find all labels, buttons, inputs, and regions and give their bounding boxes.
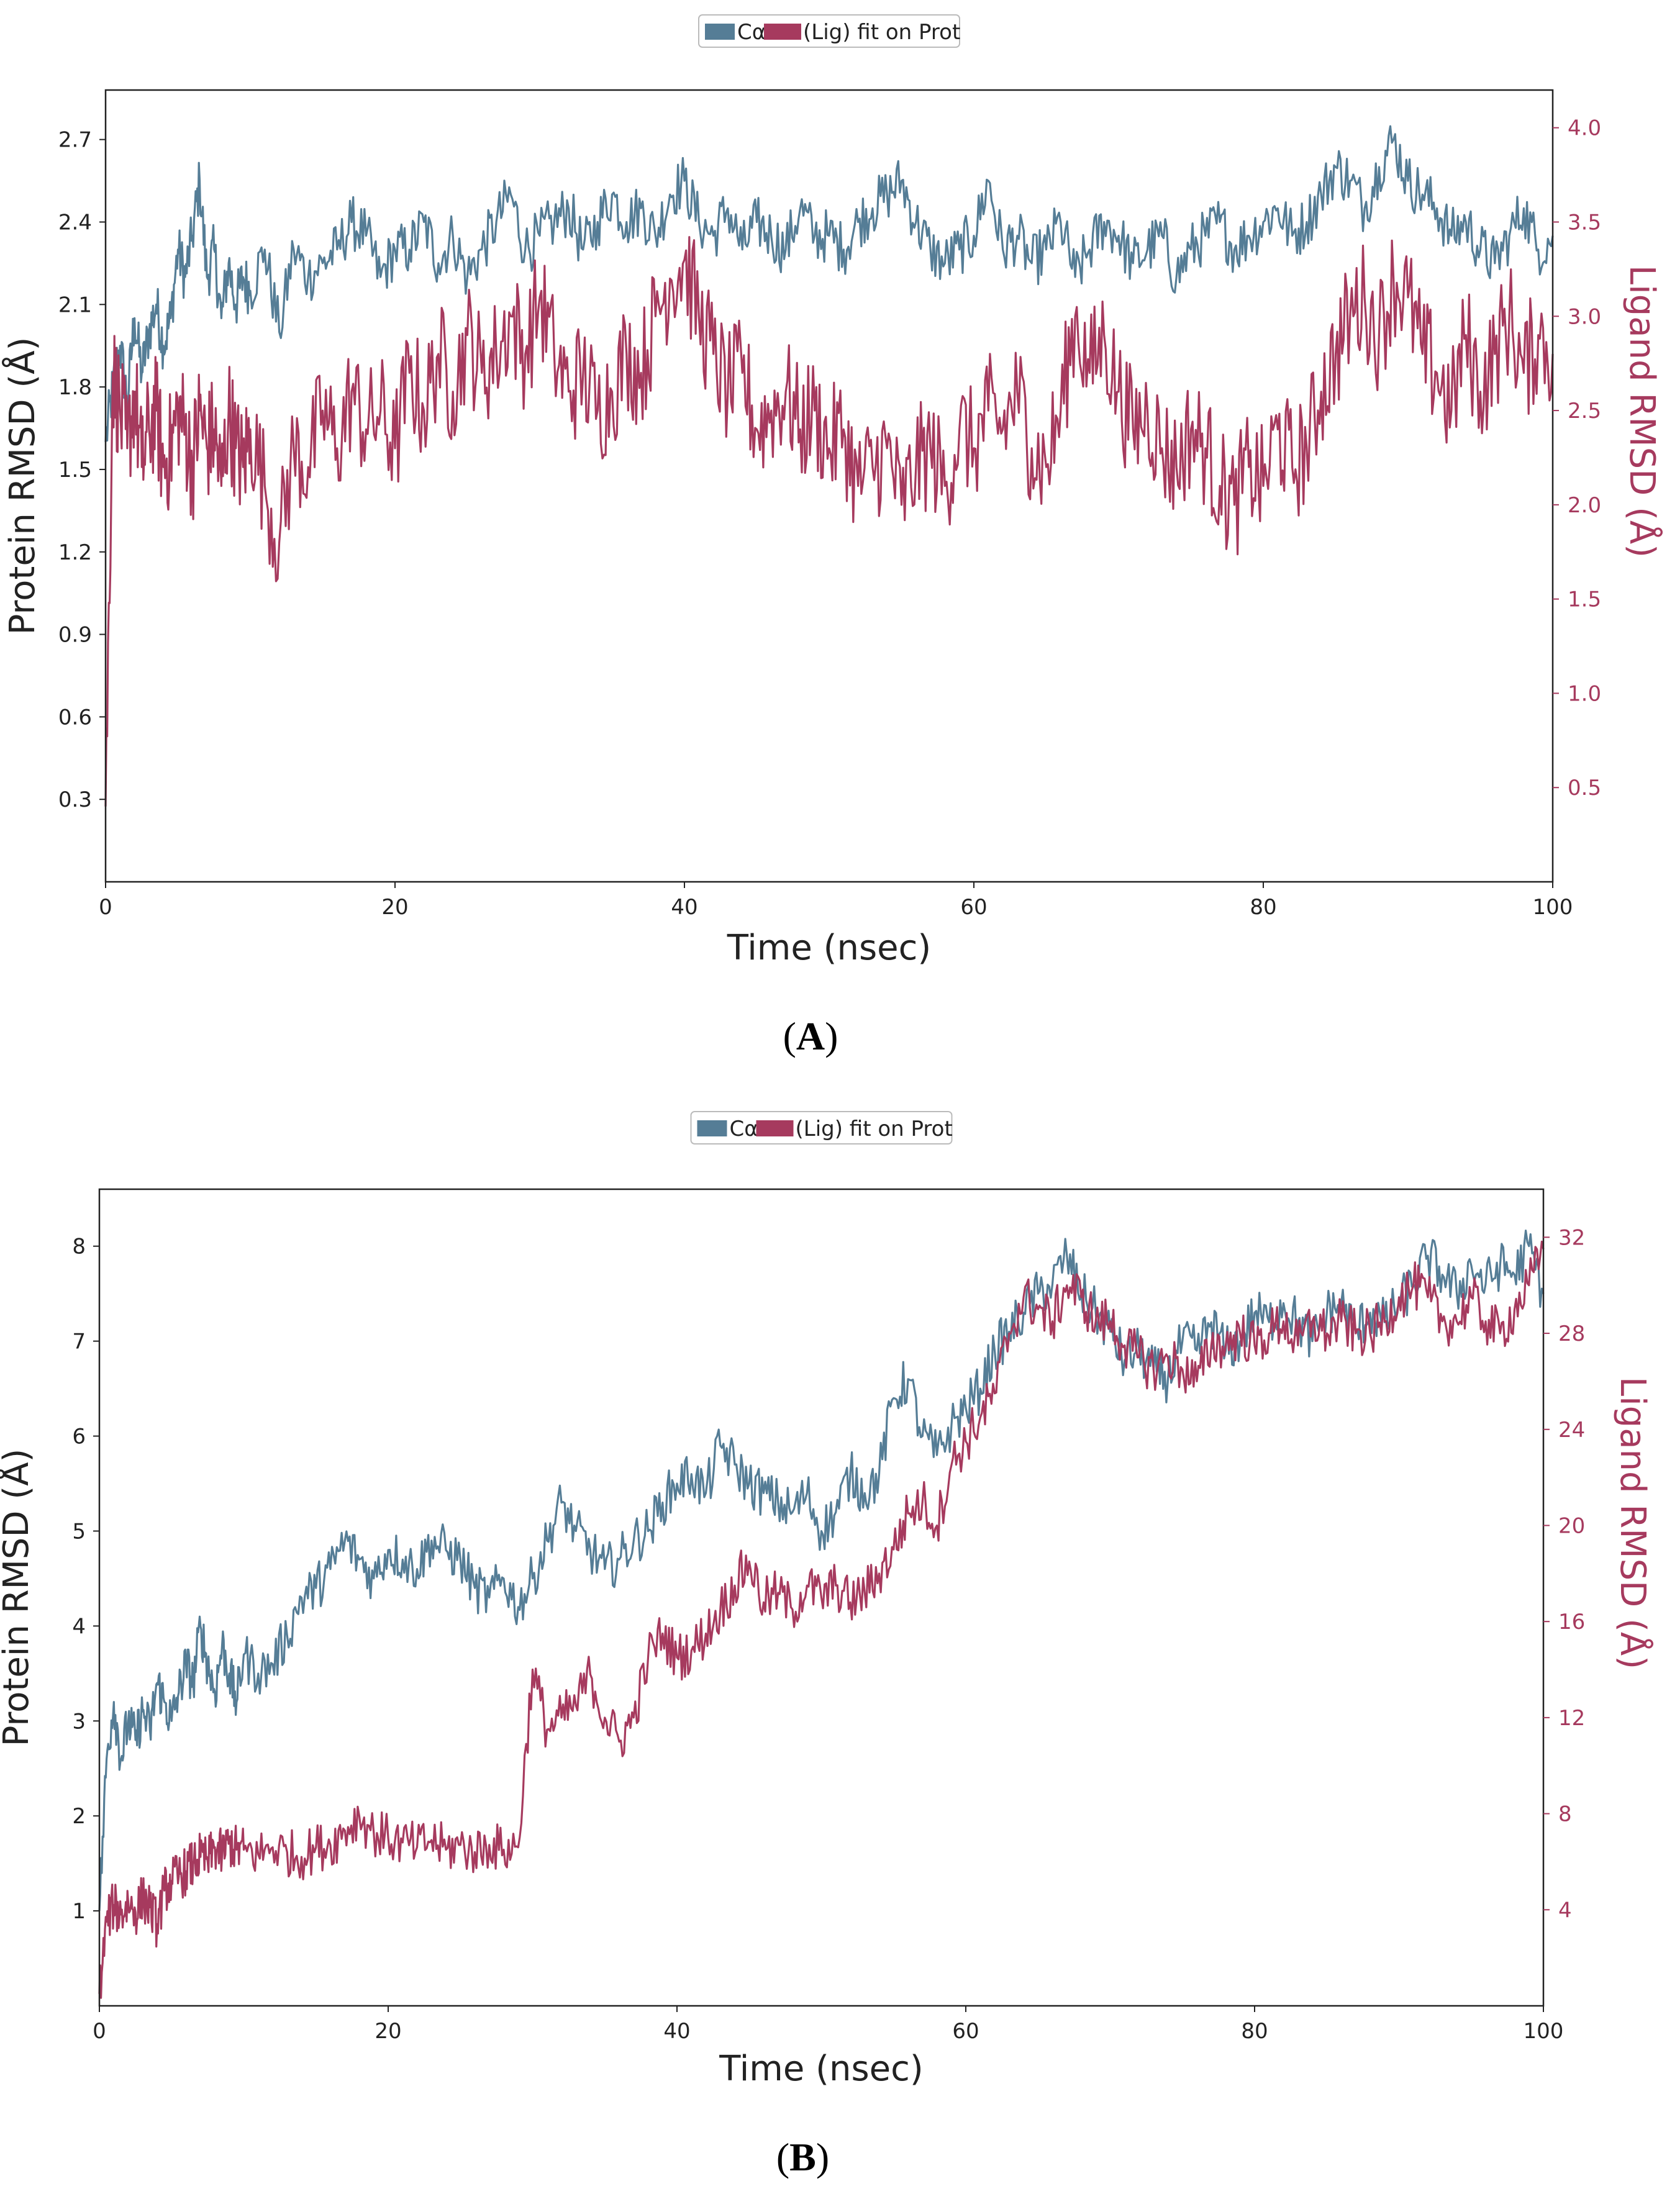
x-tick-label: 20: [381, 895, 408, 920]
y-right-tick-label: 32: [1558, 1225, 1585, 1250]
x-axis-label: Time (nsec): [727, 928, 931, 968]
y-right-tick-label: 4.0: [1568, 116, 1601, 141]
panel-label: (B): [776, 2135, 829, 2179]
ligand-rmsd-line-A: [104, 236, 1554, 807]
x-tick-label: 80: [1241, 2019, 1268, 2044]
legend-swatch-protein: [705, 24, 735, 40]
legend: Cα (Lig) fit on Prot: [690, 1111, 953, 1145]
y-left-tick-label: 0.9: [58, 623, 92, 648]
x-tick-label: 80: [1250, 895, 1276, 920]
legend-swatch-protein: [697, 1120, 727, 1136]
x-tick-label: 40: [663, 2019, 690, 2044]
y-left-tick-label: 2.1: [58, 292, 92, 317]
x-tick-label: 100: [1524, 2019, 1564, 2044]
x-tick-label: 40: [671, 895, 697, 920]
y-left-tick-label: 0.3: [58, 787, 92, 812]
x-tick-label: 60: [952, 2019, 979, 2044]
y-left-tick-label: 1.5: [58, 458, 92, 483]
protein-rmsd-line-A: [104, 125, 1554, 442]
y-left-axis-label: Protein RMSD (Å): [2, 337, 43, 635]
y-right-axis-label: Ligand RMSD (Å): [1612, 1377, 1653, 1669]
y-right-tick-label: 16: [1558, 1610, 1585, 1634]
y-left-tick-label: 1: [72, 1899, 86, 1924]
y-right-tick-label: 1.0: [1568, 681, 1601, 706]
y-left-tick-label: 5: [72, 1519, 86, 1544]
x-tick-label: 60: [960, 895, 987, 920]
legend-label-ca: Cα: [737, 20, 766, 45]
y-right-tick-label: 8: [1558, 1802, 1572, 1827]
x-tick-label: 20: [375, 2019, 401, 2044]
x-tick-label: 100: [1533, 895, 1573, 920]
plot-frame: [104, 89, 1554, 883]
y-left-tick-label: 2.7: [58, 128, 92, 153]
y-right-tick-label: 3.0: [1568, 304, 1601, 329]
y-right-tick-label: 1.5: [1568, 587, 1601, 612]
legend-label-lig: (Lig) fit on Prot: [803, 20, 960, 45]
y-right-axis-label: Ligand RMSD (Å): [1622, 265, 1663, 558]
chart-panel-A: 0 20 40 60 80 100 0.3 0.6 0.9 1.2 1.5 1.8 2.1 2.4 2.7 0…: [2, 14, 1663, 1058]
y-left-axis-label: Protein RMSD (Å): [0, 1449, 37, 1747]
y-right-tick-label: 24: [1558, 1418, 1585, 1443]
y-right-tick-label: 4: [1558, 1898, 1572, 1923]
y-right-tick-label: 2.5: [1568, 399, 1601, 424]
x-tick-label: 0: [93, 2019, 106, 2044]
legend-swatch-ligand: [756, 1120, 794, 1136]
y-left-tick-label: 8: [72, 1235, 86, 1259]
y-right-tick-label: 2.0: [1568, 493, 1601, 518]
y-left-tick-label: 1.2: [58, 540, 92, 565]
legend-label-lig: (Lig) fit on Prot: [796, 1117, 953, 1141]
x-tick-label: 0: [99, 895, 112, 920]
y-left-tick-label: 2.4: [58, 211, 92, 235]
plot-frame: [98, 1188, 1545, 2007]
y-right-tick-label: 12: [1558, 1706, 1585, 1731]
y-right-tick-label: 28: [1558, 1321, 1585, 1346]
legend-label-ca: Cα: [730, 1117, 758, 1141]
y-left-tick-label: 0.6: [58, 705, 92, 730]
legend-swatch-ligand: [764, 24, 801, 40]
ligand-rmsd-line-B: [98, 1240, 1545, 1999]
y-right-tick-label: 20: [1558, 1513, 1585, 1538]
y-left-tick-label: 3: [72, 1709, 86, 1734]
y-left-tick-label: 4: [72, 1614, 86, 1639]
y-left-tick-label: 2: [72, 1804, 86, 1829]
y-left-tick-label: 6: [72, 1425, 86, 1449]
x-axis-label: Time (nsec): [719, 2049, 923, 2089]
y-right-tick-label: 3.5: [1568, 211, 1601, 235]
y-left-tick-label: 1.8: [58, 375, 92, 400]
y-left-tick-label: 7: [72, 1330, 86, 1354]
y-right-tick-label: 0.5: [1568, 776, 1601, 800]
panel-label: (A): [783, 1014, 838, 1058]
legend: Cα (Lig) fit on Prot: [698, 14, 960, 48]
